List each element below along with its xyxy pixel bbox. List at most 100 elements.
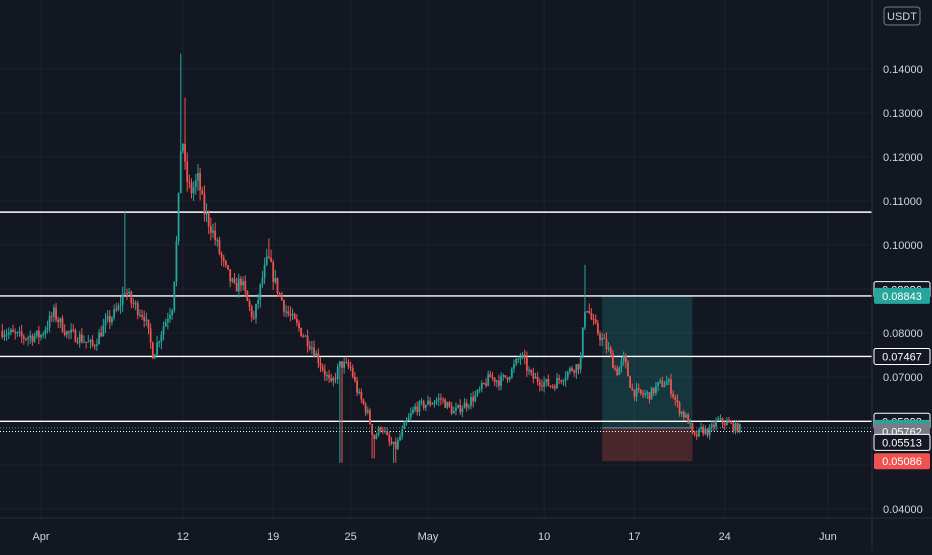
candle-body: [534, 376, 537, 379]
candle: [422, 399, 425, 411]
candle-body: [115, 308, 118, 310]
stop-zone[interactable]: [602, 427, 693, 462]
candle: [207, 210, 210, 235]
candle-body: [616, 368, 619, 375]
candle: [240, 275, 242, 292]
candle: [489, 370, 492, 378]
candle: [16, 331, 19, 337]
candle: [72, 324, 75, 333]
candle: [375, 432, 378, 440]
candle: [242, 276, 244, 291]
candle: [440, 393, 442, 406]
time-axis-bg[interactable]: [0, 518, 932, 550]
candle: [366, 406, 369, 415]
candle-body: [450, 406, 453, 414]
candle: [5, 328, 8, 341]
candle: [37, 325, 40, 345]
candle-body: [29, 335, 32, 338]
candle-body: [237, 278, 240, 292]
candle: [362, 398, 365, 406]
candle-body: [93, 345, 96, 347]
candle-body: [98, 332, 100, 345]
candle-body: [693, 431, 696, 435]
candle: [3, 329, 6, 341]
candle: [132, 298, 135, 309]
candle-body: [141, 314, 143, 317]
price-tick-label: 0.11000: [883, 196, 922, 208]
price-label[interactable]: 0.05513: [873, 433, 931, 451]
price-label-box: [873, 347, 931, 365]
candle-body: [659, 380, 662, 382]
candle: [280, 291, 283, 301]
candle-body: [618, 367, 621, 375]
candle-body: [27, 337, 29, 339]
candle-body: [18, 331, 21, 333]
price-tick-label: 0.12000: [883, 152, 923, 164]
candle: [276, 277, 279, 298]
candle-body: [276, 277, 279, 294]
candle-body: [483, 383, 485, 385]
candle-body: [465, 402, 468, 408]
candle: [57, 316, 60, 329]
currency-badge[interactable]: USDT: [883, 6, 921, 26]
candle-body: [655, 385, 657, 394]
price-label[interactable]: 0.05086: [874, 453, 930, 470]
candle: [596, 319, 599, 336]
candle: [229, 269, 232, 288]
price-label[interactable]: 0.08843: [874, 287, 930, 304]
candle-body: [149, 328, 152, 343]
candle: [166, 312, 169, 330]
candle-body: [319, 363, 322, 367]
candle-body: [386, 430, 389, 435]
candle: [175, 235, 178, 287]
candle: [214, 222, 217, 246]
candle: [197, 163, 199, 191]
candle-body: [487, 374, 490, 386]
candle-body: [311, 347, 313, 349]
price-label[interactable]: 0.07467: [873, 347, 931, 365]
candle-body: [291, 313, 294, 316]
candle-body: [225, 260, 227, 266]
candle: [160, 330, 163, 350]
candle-body: [315, 353, 318, 357]
candle: [493, 377, 496, 387]
candle: [113, 304, 115, 321]
candle-body: [89, 339, 92, 342]
candle-body: [448, 402, 451, 407]
candle: [495, 379, 498, 388]
candle: [42, 331, 45, 339]
candle-body: [313, 347, 315, 357]
candle: [592, 314, 595, 326]
price-tick-label: 0.10000: [883, 240, 923, 252]
candle: [577, 363, 580, 375]
candle-body: [134, 303, 137, 305]
candle: [730, 420, 733, 425]
candle: [424, 404, 427, 412]
candle: [336, 363, 339, 385]
candle: [734, 420, 737, 435]
candle: [519, 352, 522, 365]
candle-body: [25, 338, 27, 340]
candle-body: [418, 401, 421, 412]
candle-body: [72, 329, 75, 331]
candle-body: [455, 407, 457, 412]
candle: [528, 366, 530, 375]
candle-body: [605, 339, 608, 349]
candle: [579, 351, 582, 374]
candle: [581, 327, 584, 359]
candle: [151, 341, 154, 360]
candle: [298, 319, 300, 332]
candle: [268, 238, 270, 259]
candle-body: [650, 387, 653, 400]
candle-body: [504, 375, 507, 378]
candle-body: [35, 330, 38, 336]
candle-body: [293, 313, 296, 319]
candle: [80, 328, 83, 344]
candle-body: [414, 406, 416, 410]
candle-body: [242, 281, 244, 286]
candle-body: [235, 282, 238, 292]
candle: [91, 335, 94, 348]
candle-body: [216, 240, 219, 242]
